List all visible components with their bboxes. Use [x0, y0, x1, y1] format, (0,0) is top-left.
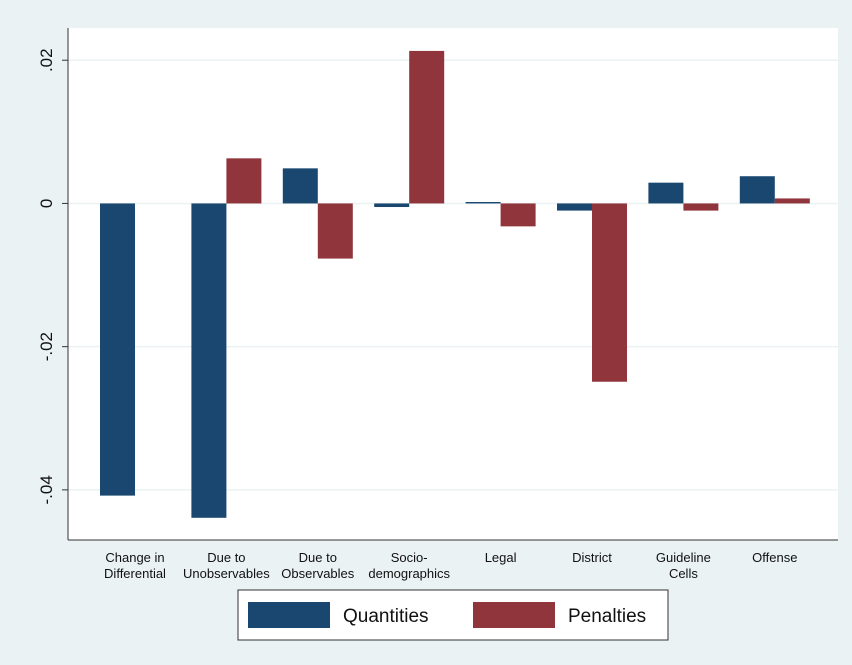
bar — [374, 203, 410, 208]
bar — [500, 203, 536, 227]
x-tick-label: Due to Unobservables — [183, 550, 270, 581]
x-tick-label: Due to Observables — [281, 550, 354, 581]
y-tick-label: -.02 — [37, 332, 56, 361]
x-tick-label-line: Unobservables — [183, 566, 270, 581]
bar — [409, 50, 445, 204]
bar — [317, 203, 353, 259]
y-tick-label: -.04 — [37, 475, 56, 504]
x-tick-label-line: Change in — [105, 550, 164, 565]
legend-label: Penalties — [568, 606, 646, 627]
bar — [774, 198, 810, 204]
bar — [592, 203, 627, 382]
x-tick-label: Guideline Cells — [656, 550, 711, 581]
bar — [226, 158, 262, 204]
x-tick-label-line: Offense — [752, 550, 797, 565]
x-tick-label: District — [572, 550, 612, 565]
bar — [100, 203, 135, 496]
y-tick-label: 0 — [37, 199, 56, 208]
x-tick-label-line: Legal — [485, 550, 517, 565]
bar — [465, 202, 501, 204]
bar — [648, 182, 684, 204]
x-tick-label-line: District — [572, 550, 612, 565]
x-tick-label: Socio-demographics — [368, 550, 450, 581]
x-tick-label-line: Socio- — [391, 550, 428, 565]
bar — [282, 168, 318, 204]
legend-swatch — [473, 602, 555, 628]
x-tick-label-line: Differential — [104, 566, 166, 581]
x-tick-label-line: Guideline — [656, 550, 711, 565]
x-tick-label-line: Due to — [299, 550, 337, 565]
bar — [683, 203, 719, 211]
plot-region — [68, 28, 838, 540]
legend-swatch — [248, 602, 330, 628]
legend-label: Quantities — [343, 606, 429, 627]
bar — [739, 176, 775, 204]
x-tick-label-line: Cells — [669, 566, 698, 581]
bar — [557, 203, 592, 211]
x-tick-label-line: demographics — [368, 566, 450, 581]
x-tick-label: Offense — [752, 550, 797, 565]
y-tick-label: .02 — [37, 48, 56, 72]
bar — [191, 203, 227, 518]
x-tick-label: Change in Differential — [104, 550, 166, 581]
x-tick-label-line: Observables — [281, 566, 354, 581]
x-tick-label: Legal — [485, 550, 517, 565]
x-tick-label-line: Due to — [207, 550, 245, 565]
